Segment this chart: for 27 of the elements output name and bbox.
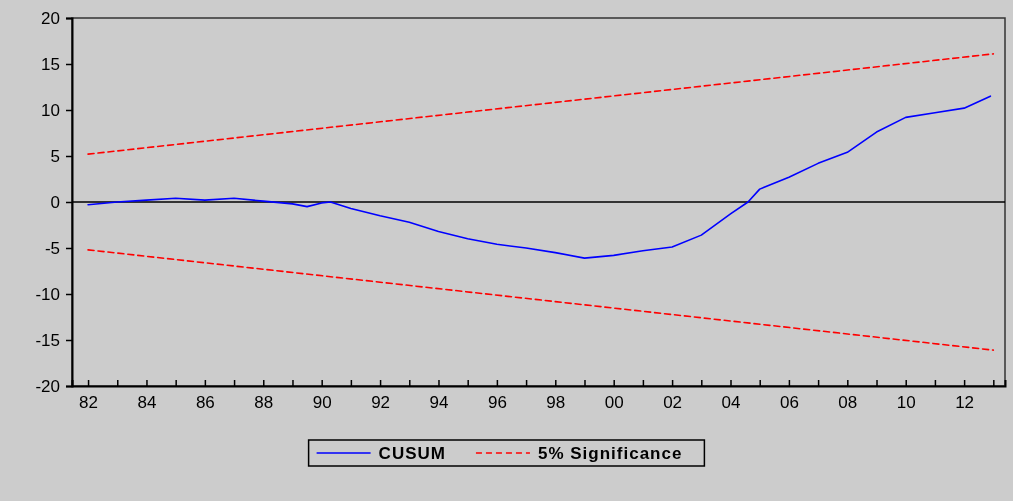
x-tick-label: 82: [79, 393, 99, 413]
x-tick-label: 84: [137, 393, 157, 413]
x-tick-label: 08: [838, 393, 858, 413]
x-tick-label: 88: [254, 393, 274, 413]
y-tick-label: -5: [44, 238, 60, 258]
y-tick-label: 20: [41, 8, 60, 28]
x-tick-label: 02: [663, 393, 683, 413]
y-tick-label: 10: [41, 100, 60, 120]
y-tick-label: -10: [35, 284, 60, 304]
x-tick-label: 12: [955, 393, 975, 413]
x-tick-label: 10: [896, 393, 916, 413]
x-tick-label: 86: [195, 393, 215, 413]
x-tick-label: 98: [546, 393, 566, 413]
y-tick-label: 0: [50, 192, 60, 212]
y-tick-label: -15: [35, 330, 60, 350]
x-tick-label: 06: [779, 393, 799, 413]
legend-label: 5% Significance: [537, 444, 683, 463]
y-tick-label: -20: [35, 376, 60, 396]
x-tick-label: 94: [429, 393, 449, 413]
x-tick-label: 90: [312, 393, 332, 413]
x-tick-label: 96: [487, 393, 507, 413]
legend-label: CUSUM: [378, 444, 446, 463]
x-tick-label: 04: [721, 393, 741, 413]
y-tick-label: 15: [41, 54, 60, 74]
x-tick-label: 00: [604, 393, 624, 413]
y-tick-label: 5: [50, 146, 60, 166]
x-tick-label: 92: [371, 393, 391, 413]
